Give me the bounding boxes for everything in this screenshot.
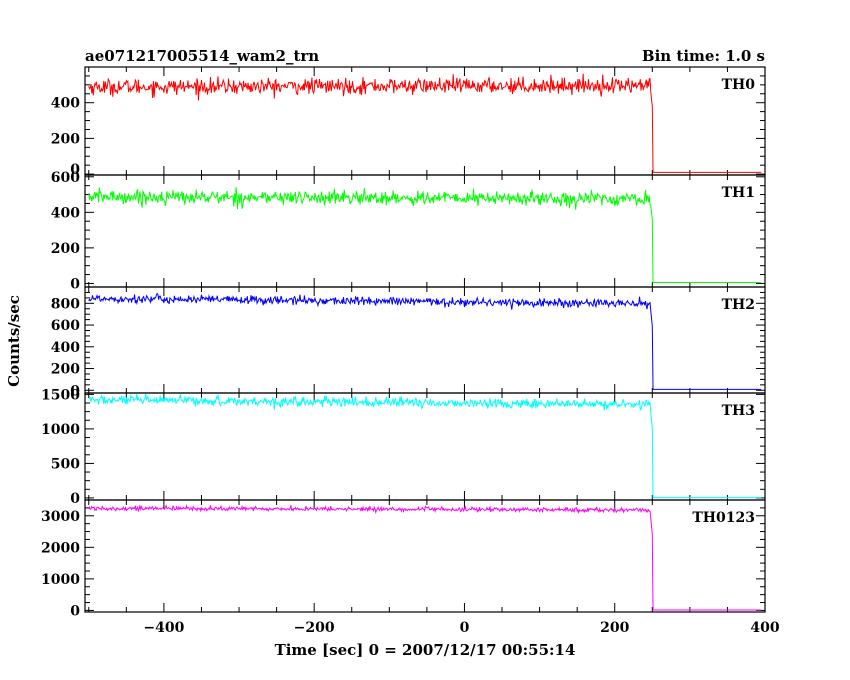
series-label: TH3 [722, 403, 755, 419]
series-label: TH1 [722, 185, 755, 201]
series-line-th3 [88, 393, 762, 499]
x-tick-label: 200 [600, 620, 629, 636]
series-line-th0 [88, 73, 762, 173]
y-tick-label: 200 [51, 241, 80, 257]
panel-frame [84, 286, 766, 394]
y-tick-label: 400 [51, 96, 80, 112]
y-tick-label: 200 [51, 131, 80, 147]
x-tick-label: 400 [750, 620, 779, 636]
y-tick-label: 0 [70, 383, 80, 399]
chart-title: ae071217005514_wam2_trn [85, 47, 319, 65]
panel-frame [84, 392, 766, 501]
series-line-th0123 [88, 503, 762, 611]
panel-frame [84, 174, 766, 288]
y-axis-label: Counts/sec [5, 295, 23, 387]
x-tick-label: 0 [460, 620, 470, 636]
panel-frame [84, 499, 766, 613]
y-tick-label: 0 [70, 491, 80, 507]
series-label: TH0123 [692, 510, 755, 526]
x-axis-label: Time [sec] 0 = 2007/12/17 00:55:14 [275, 641, 576, 659]
x-tick-label: −200 [294, 620, 335, 636]
y-tick-label: 1000 [41, 572, 80, 588]
y-tick-label: 500 [51, 456, 80, 472]
y-tick-label: 600 [51, 318, 80, 334]
x-tick-label: −400 [143, 620, 184, 636]
y-tick-label: 2000 [41, 540, 80, 556]
panel-th3: 0 500 1000 1500 TH3 [41, 387, 766, 507]
y-tick-label: 3000 [41, 509, 80, 525]
y-tick-label: 400 [51, 340, 80, 356]
y-tick-label: 0 [70, 162, 80, 178]
bin-time-label: Bin time: 1.0 s [642, 47, 765, 65]
y-tick-label: 0 [70, 276, 80, 292]
y-tick-label: 600 [51, 170, 80, 186]
series-label: TH0 [722, 77, 756, 93]
series-label: TH2 [722, 297, 755, 313]
y-tick-label: 800 [51, 296, 80, 312]
panel-th2: 0 200 400 600 800 TH2 [51, 286, 766, 399]
y-tick-label: 1500 [41, 387, 80, 403]
panel-th0123: 0 1000 2000 3000 TH0123 [41, 499, 766, 619]
y-tick-label: 0 [70, 603, 80, 619]
series-line-th2 [88, 292, 762, 390]
y-tick-label: 400 [51, 205, 80, 221]
panel-th1: 0 200 400 600 TH1 [51, 170, 766, 292]
panel-th0: 200 400 0 TH0 [51, 66, 766, 178]
series-line-th1 [88, 187, 762, 284]
y-tick-label: 1000 [41, 422, 80, 438]
y-tick-label: 200 [51, 362, 80, 378]
